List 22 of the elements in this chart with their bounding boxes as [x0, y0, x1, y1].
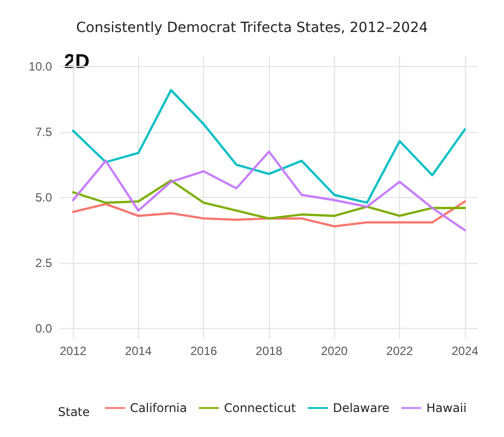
y-tick-label: 5.0	[35, 190, 52, 204]
x-tick-label: 2024	[452, 344, 479, 358]
y-tick-label: 10.0	[28, 59, 52, 74]
x-tick-label: 2018	[256, 344, 283, 358]
x-tick-label: 2020	[320, 344, 348, 358]
line-series	[72, 179, 466, 220]
legend-label: California	[130, 401, 187, 415]
chart-title: Consistently Democrat Trifecta States, 2012–2024	[76, 20, 428, 36]
line-series	[72, 88, 466, 204]
legend-label: Delaware	[332, 401, 390, 415]
y-tick-label: 2.5	[35, 256, 52, 270]
line-series	[72, 150, 466, 232]
y-tick-label: 0.0	[35, 322, 52, 336]
y-tick-label: 7.5	[35, 124, 52, 139]
legend-label: Hawaii	[426, 401, 467, 415]
x-tick-label: 2022	[386, 344, 414, 358]
x-tick-label: 2012	[60, 344, 87, 358]
x-tick-label: 2016	[190, 344, 218, 358]
line-series	[72, 200, 466, 228]
x-tick-label: 2014	[125, 344, 152, 358]
legend-label: Connecticut	[224, 401, 296, 415]
legend-title: State	[58, 405, 90, 419]
